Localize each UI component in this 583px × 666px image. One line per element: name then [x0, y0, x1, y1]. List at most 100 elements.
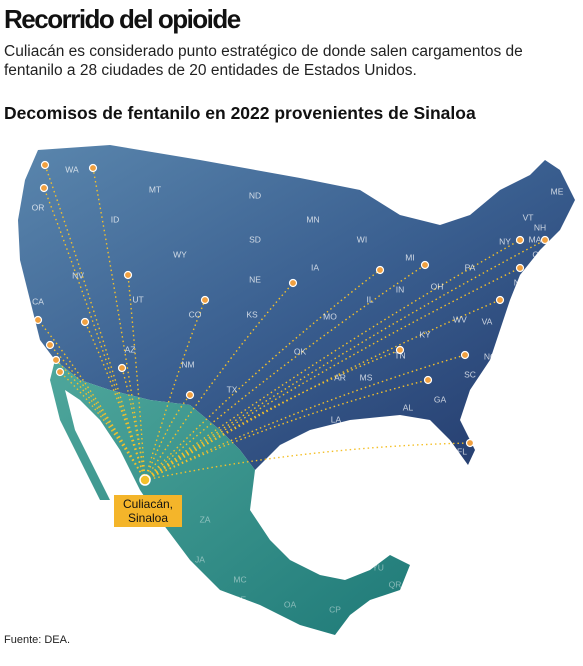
state-label: UT: [132, 294, 143, 304]
state-label: DE: [530, 292, 542, 302]
city-dot: [39, 183, 49, 193]
city-dot: [515, 263, 525, 273]
us-shape: [18, 145, 575, 470]
state-label: MO: [323, 311, 337, 321]
state-label: VA: [482, 316, 493, 326]
city-dot: [420, 260, 430, 270]
state-label: NM: [181, 359, 194, 369]
state-label: ID: [111, 214, 120, 224]
state-label: AZ: [125, 344, 136, 354]
state-label: KY: [419, 329, 431, 339]
state-label: MI: [405, 252, 414, 262]
route: [144, 269, 381, 481]
state-label: ZA: [200, 514, 211, 524]
state-label: NJ: [514, 277, 524, 287]
state-label: AL: [403, 402, 414, 412]
state-label: MN: [306, 214, 319, 224]
city-dot: [123, 270, 133, 280]
city-dot: [51, 355, 61, 365]
state-label: GE: [234, 594, 247, 604]
state-label: MS: [360, 372, 373, 382]
city-dot: [55, 367, 65, 377]
city-dot: [515, 235, 525, 245]
state-label: TN: [394, 350, 405, 360]
state-label: NY: [499, 236, 511, 246]
state-label: ND: [249, 190, 261, 200]
state-label: SC: [464, 369, 476, 379]
state-label: OA: [284, 599, 297, 609]
city-dot: [80, 317, 90, 327]
route: [37, 319, 146, 481]
state-label: JA: [195, 554, 205, 564]
state-label: QR: [389, 579, 402, 589]
state-label: MA: [529, 234, 542, 244]
route: [144, 354, 466, 481]
city-dot: [375, 265, 385, 275]
origin-dot: [139, 474, 151, 486]
state-label: IL: [366, 294, 373, 304]
city-dot: [460, 350, 470, 360]
state-label: IN: [396, 284, 405, 294]
state-label: SD: [249, 234, 261, 244]
state-label: OR: [32, 202, 45, 212]
state-label: WA: [65, 164, 79, 174]
state-label: OK: [294, 346, 307, 356]
city-dot: [40, 160, 50, 170]
state-label: RI: [559, 259, 568, 269]
city-dot: [117, 363, 127, 373]
state-label: TX: [227, 384, 238, 394]
state-label: AR: [334, 372, 346, 382]
state-label: NE: [249, 274, 261, 284]
state-label: VT: [523, 212, 534, 222]
state-label: YU: [372, 562, 384, 572]
state-label: CO: [189, 309, 202, 319]
mexico-shape: [50, 360, 410, 635]
route: [144, 394, 191, 481]
map-heading: Decomisos de fentanilo en 2022 provenien…: [4, 103, 476, 123]
state-label: KS: [246, 309, 258, 319]
state-label: NH: [534, 222, 546, 232]
origin-label: Culiacán, Sinaloa: [114, 495, 182, 527]
city-dot: [88, 163, 98, 173]
state-label: WV: [453, 314, 467, 324]
state-label: MC: [233, 574, 246, 584]
city-dot: [185, 390, 195, 400]
route: [144, 299, 501, 481]
city-dot: [395, 345, 405, 355]
state-label: WY: [173, 249, 187, 259]
city-dot: [33, 315, 43, 325]
state-label: CT: [532, 249, 543, 259]
title: Recorrido del opioide: [4, 4, 241, 34]
state-label: PA: [465, 262, 476, 272]
route: [144, 264, 426, 481]
city-dot: [540, 235, 550, 245]
state-label: CA: [32, 296, 44, 306]
state-label: MT: [149, 184, 161, 194]
state-label: ME: [551, 186, 564, 196]
source: Fuente: DEA.: [4, 634, 71, 646]
route: [127, 274, 146, 481]
route: [144, 267, 521, 481]
city-dot: [45, 340, 55, 350]
city-dot: [288, 278, 298, 288]
state-label: IA: [311, 262, 319, 272]
state-label: NC: [484, 351, 496, 361]
city-dot: [465, 438, 475, 448]
state-label: LA: [331, 414, 342, 424]
route: [84, 321, 146, 481]
state-label: CP: [329, 604, 341, 614]
route: [44, 164, 146, 481]
route: [121, 367, 146, 481]
state-label: FL: [457, 446, 467, 456]
state-label: GA: [434, 394, 447, 404]
state-label: OH: [431, 281, 444, 291]
route: [144, 442, 471, 481]
state-label: NV: [72, 270, 84, 280]
state-label: WI: [357, 234, 367, 244]
city-dot: [200, 295, 210, 305]
city-dot: [495, 295, 505, 305]
subtitle: Culiacán es considerado punto estratégic…: [4, 43, 523, 79]
city-dot: [423, 375, 433, 385]
